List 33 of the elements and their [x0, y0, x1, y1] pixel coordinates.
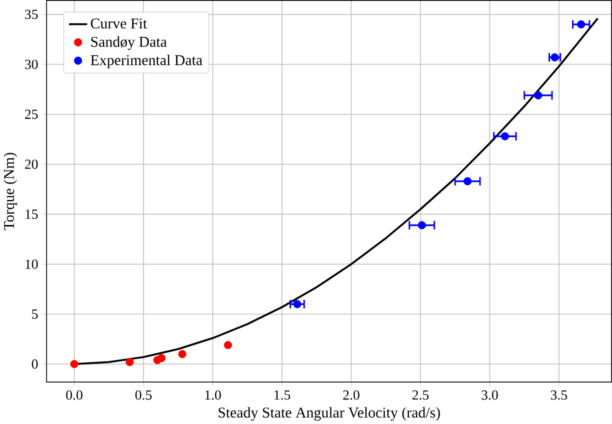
- point: [534, 91, 542, 100]
- point: [550, 53, 559, 62]
- y-tick-label: 5: [32, 309, 38, 319]
- point: [293, 300, 302, 308]
- legend-label: Curve Fit: [90, 18, 147, 28]
- x-axis-title: Steady State Angular Velocity (rad/s): [218, 406, 440, 421]
- x-tick-label: 3.0: [482, 390, 498, 400]
- x-tick-label: 2.0: [343, 390, 360, 400]
- legend-label: Experimental Data: [90, 54, 202, 68]
- y-axis-title: Torque (Nm): [4, 152, 18, 230]
- point: [464, 177, 472, 186]
- y-tick-label: 35: [25, 10, 38, 19]
- x-tick-label: 1.5: [274, 390, 290, 400]
- point: [70, 360, 78, 368]
- point: [178, 350, 186, 358]
- x-tick-label: 0.0: [66, 390, 82, 400]
- y-tick-label: 15: [26, 209, 38, 219]
- y-tick-label: 30: [25, 60, 38, 69]
- x-tick-label: 1.0: [205, 390, 221, 400]
- y-tick-label: 20: [25, 159, 38, 169]
- point: [157, 354, 166, 362]
- point: [418, 221, 426, 230]
- point: [126, 358, 134, 366]
- y-tick-label: 25: [25, 110, 38, 119]
- x-tick-label: 3.5: [550, 390, 568, 400]
- point: [577, 20, 586, 28]
- point: [500, 132, 509, 140]
- legend-label: Sandøy Data: [91, 36, 167, 50]
- x-tick-label: 0.5: [135, 390, 152, 400]
- x-tick-label: 2.5: [412, 390, 429, 400]
- point: [224, 340, 232, 350]
- y-tick-label: 10: [26, 259, 38, 269]
- y-tick-label: 0: [32, 359, 38, 369]
